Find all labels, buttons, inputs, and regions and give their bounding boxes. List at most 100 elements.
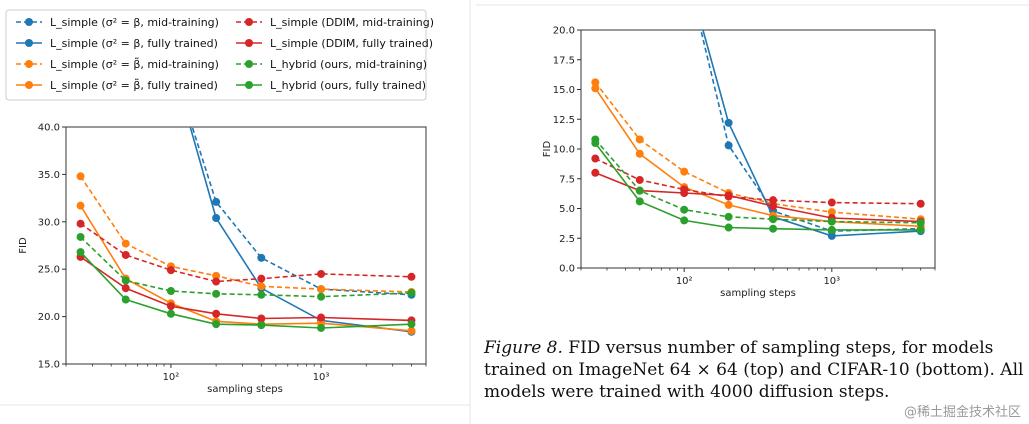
y-tick-label: 35.0 (38, 170, 60, 181)
data-point (635, 175, 644, 184)
y-tick-label: 2.5 (559, 234, 575, 245)
data-point (769, 215, 778, 224)
series-line-3 (79, 205, 412, 332)
data-point (680, 189, 689, 198)
series-line-2 (79, 175, 412, 293)
data-point (635, 149, 644, 158)
data-point (76, 232, 85, 241)
series-layer (591, 30, 925, 240)
legend-label-1: L_simple (σ² = β, fully trained) (50, 37, 218, 50)
legend-label-5: L_simple (DDIM, fully trained) (270, 37, 433, 50)
data-point (76, 201, 85, 210)
data-point (257, 282, 266, 291)
series-layer (76, 127, 416, 336)
data-point (317, 285, 326, 294)
data-point (317, 269, 326, 278)
data-point (724, 118, 733, 127)
series-line-3 (594, 87, 921, 228)
data-point (166, 302, 175, 311)
data-point (827, 198, 836, 207)
series-line-4 (594, 157, 921, 205)
data-point (916, 199, 925, 208)
data-point (317, 323, 326, 332)
cifar10-fid-chart: 0.0 2.5 5.0 7.5 10.0 12.5 15.0 17.5 20.0 10² 10³ sa… (542, 26, 936, 299)
data-point (212, 277, 221, 286)
data-point (76, 219, 85, 228)
y-tick-label: 10.0 (553, 145, 575, 156)
legend-marker-4 (245, 18, 253, 26)
y-tick-label: 20.0 (38, 312, 60, 323)
caption-text: FID versus number of sampling steps, for… (484, 338, 1024, 402)
data-point (591, 84, 600, 93)
y-tick-label: 7.5 (559, 174, 575, 185)
legend-marker-3 (25, 81, 33, 89)
data-point (317, 313, 326, 322)
data-point (76, 172, 85, 181)
data-point (591, 78, 600, 87)
data-point (212, 197, 221, 206)
legend-marker-2 (25, 60, 33, 68)
data-point (407, 272, 416, 281)
series-line-4 (80, 223, 412, 283)
data-point (769, 224, 778, 233)
data-point (407, 320, 416, 329)
data-point (591, 168, 600, 177)
data-point (212, 309, 221, 318)
data-point (166, 287, 175, 296)
x-tick-label: 10² (676, 276, 693, 287)
data-point (257, 321, 266, 330)
y-axis-label: FID (542, 141, 553, 158)
data-point (76, 248, 85, 257)
data-point (724, 200, 733, 209)
y-tick-label: 15.0 (553, 85, 575, 96)
legend-marker-0 (25, 18, 33, 26)
data-point (724, 141, 733, 150)
data-point (257, 314, 266, 323)
plot-frame (65, 126, 427, 365)
legend-label-6: L_hybrid (ours, mid-training) (270, 58, 427, 71)
data-point (212, 271, 221, 280)
y-tick-label: 40.0 (38, 123, 60, 134)
caption-figure-number: Figure 8. (484, 338, 563, 358)
data-point (407, 288, 416, 297)
series-line-0 (700, 30, 921, 232)
data-point (680, 167, 689, 176)
y-tick-label: 20.0 (553, 26, 575, 37)
series-line-5 (595, 172, 921, 223)
x-axis-label: sampling steps (207, 384, 283, 395)
y-tick-label: 5.0 (559, 204, 575, 215)
data-point (257, 290, 266, 299)
data-point (724, 191, 733, 200)
y-tick-label: 0.0 (559, 264, 575, 275)
data-point (121, 239, 130, 248)
legend-marker-5 (245, 39, 253, 47)
data-point (166, 266, 175, 275)
series-line-0 (191, 127, 412, 296)
legend-marker-6 (245, 60, 253, 68)
data-point (257, 274, 266, 283)
y-tick-label: 12.5 (553, 115, 575, 126)
legend-label-3: L_simple (σ² = β̃, fully trained) (50, 78, 218, 92)
series-line-6 (594, 138, 921, 224)
data-point (166, 309, 175, 318)
data-point (635, 197, 644, 206)
data-point (317, 292, 326, 301)
legend-label-7: L_hybrid (ours, fully trained) (270, 79, 426, 92)
legend-frame (5, 9, 427, 101)
data-point (769, 196, 778, 205)
data-point (680, 205, 689, 214)
legend-label-2: L_simple (σ² = β̃, mid-training) (50, 57, 219, 71)
data-point (212, 289, 221, 298)
data-point (121, 250, 130, 259)
y-axis-label: FID (18, 237, 29, 254)
data-point (916, 218, 925, 227)
data-point (827, 231, 836, 240)
legend-marker-7 (245, 81, 253, 89)
y-tick-label: 15.0 (38, 360, 60, 371)
series-line-1 (189, 127, 412, 333)
legend-label-0: L_simple (σ² = β, mid-training) (50, 16, 219, 29)
data-point (591, 154, 600, 163)
legend-marker-1 (25, 39, 33, 47)
series-line-6 (79, 236, 412, 298)
